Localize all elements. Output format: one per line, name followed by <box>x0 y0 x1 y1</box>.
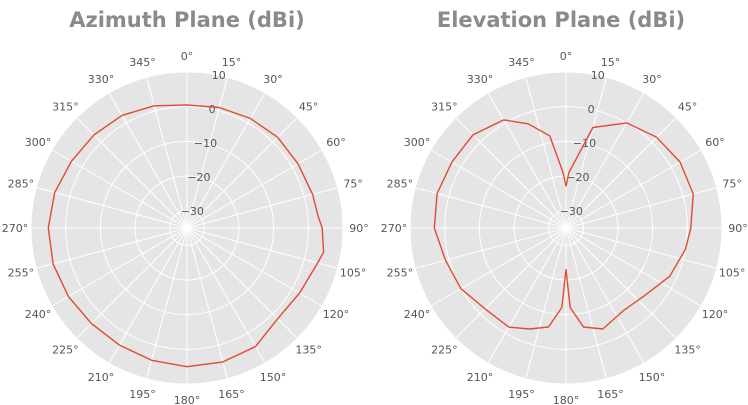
elevation-theta-gridline <box>455 227 567 339</box>
azimuth-theta-tick-label: 180° <box>174 394 201 405</box>
azimuth-theta-tick-label: 300° <box>25 136 52 149</box>
elevation-theta-tick-label: 45° <box>678 100 698 113</box>
elevation-theta-gridline <box>415 187 567 229</box>
azimuth-r-tick-label: −30 <box>181 205 204 218</box>
azimuth-theta-tick-label: 210° <box>88 371 115 384</box>
elevation-theta-tick-label: 285° <box>387 177 414 190</box>
elevation-theta-gridline <box>455 117 567 229</box>
azimuth-r-tick-label: 10 <box>212 69 226 82</box>
azimuth-theta-tick-label: 270° <box>2 222 29 235</box>
elevation-theta-tick-label: 90° <box>728 222 748 235</box>
elevation-theta-tick-label: 0° <box>560 50 573 63</box>
elevation-theta-tick-label: 315° <box>431 100 458 113</box>
elevation-theta-gridline <box>565 227 607 379</box>
elevation-theta-tick-label: 210° <box>467 371 494 384</box>
azimuth-theta-tick-label: 120° <box>323 308 350 321</box>
azimuth-theta-gridline <box>51 149 188 229</box>
azimuth-theta-tick-label: 60° <box>326 136 346 149</box>
elevation-theta-gridline <box>565 77 607 229</box>
elevation-theta-tick-label: 255° <box>387 267 414 280</box>
elevation-r-tick-label: −20 <box>566 171 589 184</box>
azimuth-theta-tick-label: 255° <box>8 267 35 280</box>
elevation-theta-gridline <box>430 227 567 307</box>
elevation-theta-tick-label: 270° <box>381 222 408 235</box>
azimuth-theta-tick-label: 90° <box>349 222 369 235</box>
azimuth-r-tick-label: 0 <box>209 103 216 116</box>
elevation-theta-tick-label: 75° <box>722 177 742 190</box>
elevation-r-tick-label: −30 <box>560 205 583 218</box>
azimuth-theta-gridline <box>51 227 188 307</box>
elevation-theta-gridline <box>487 92 567 229</box>
elevation-r-tick-label: 0 <box>588 103 595 116</box>
elevation-theta-gridline <box>430 149 567 229</box>
azimuth-theta-tick-label: 240° <box>25 308 52 321</box>
azimuth-theta-tick-label: 225° <box>52 344 79 357</box>
elevation-theta-gridline <box>565 117 677 229</box>
elevation-theta-gridline <box>565 149 702 229</box>
elevation-theta-tick-label: 195° <box>508 388 535 401</box>
elevation-theta-gridline <box>565 92 645 229</box>
elevation-theta-tick-label: 60° <box>705 136 725 149</box>
elevation-theta-tick-label: 30° <box>642 73 662 86</box>
azimuth-theta-tick-label: 15° <box>222 56 242 69</box>
azimuth-theta-tick-label: 315° <box>52 100 79 113</box>
azimuth-theta-gridline <box>186 117 298 229</box>
azimuth-theta-gridline <box>76 227 188 339</box>
elevation-theta-gridline <box>565 187 717 229</box>
elevation-theta-tick-label: 165° <box>597 388 624 401</box>
azimuth-theta-gridline <box>186 227 338 269</box>
elevation-theta-tick-label: 225° <box>431 344 458 357</box>
azimuth-theta-tick-label: 345° <box>129 56 156 69</box>
azimuth-theta-tick-label: 0° <box>181 50 194 63</box>
azimuth-theta-tick-label: 30° <box>263 73 283 86</box>
elevation-r-tick-label: 10 <box>591 69 605 82</box>
elevation-theta-gridline <box>565 227 717 269</box>
azimuth-theta-tick-label: 195° <box>129 388 156 401</box>
elevation-chart-title: Elevation Plane (dBi) <box>436 8 686 32</box>
azimuth-theta-tick-label: 135° <box>295 344 322 357</box>
azimuth-theta-tick-label: 285° <box>8 177 35 190</box>
azimuth-theta-gridline <box>186 227 298 339</box>
azimuth-gain-line <box>47 104 325 368</box>
azimuth-r-tick-label: −10 <box>194 137 217 150</box>
elevation-theta-gridline <box>565 227 702 307</box>
azimuth-theta-tick-label: 150° <box>260 371 287 384</box>
elevation-theta-tick-label: 105° <box>719 267 746 280</box>
azimuth-theta-gridline <box>186 77 228 229</box>
azimuth-theta-tick-label: 75° <box>343 177 363 190</box>
azimuth-r-tick-label: −20 <box>187 171 210 184</box>
elevation-theta-tick-label: 150° <box>639 371 666 384</box>
azimuth-theta-gridline <box>108 227 188 364</box>
azimuth-theta-gridline <box>36 187 188 229</box>
elevation-theta-gridline <box>525 77 567 229</box>
azimuth-theta-gridline <box>76 117 188 229</box>
elevation-theta-tick-label: 15° <box>601 56 621 69</box>
azimuth-theta-gridline <box>186 92 266 229</box>
elevation-theta-gridline <box>487 227 567 364</box>
azimuth-theta-gridline <box>36 227 188 269</box>
azimuth-theta-gridline <box>146 77 188 229</box>
azimuth-theta-tick-label: 330° <box>88 73 115 86</box>
azimuth-theta-gridline <box>186 149 323 229</box>
elevation-theta-tick-label: 135° <box>674 344 701 357</box>
elevation-theta-gridline <box>565 227 677 339</box>
azimuth-theta-gridline <box>186 227 266 364</box>
elevation-theta-tick-label: 120° <box>702 308 729 321</box>
azimuth-theta-gridline <box>146 227 188 379</box>
elevation-theta-gridline <box>415 227 567 269</box>
azimuth-theta-gridline <box>186 227 228 379</box>
elevation-theta-tick-label: 345° <box>508 56 535 69</box>
elevation-theta-gridline <box>525 227 567 379</box>
azimuth-theta-tick-label: 45° <box>299 100 319 113</box>
elevation-theta-tick-label: 330° <box>467 73 494 86</box>
elevation-theta-tick-label: 240° <box>404 308 431 321</box>
azimuth-theta-tick-label: 105° <box>340 267 367 280</box>
elevation-theta-gridline <box>565 227 645 364</box>
azimuth-chart-title: Azimuth Plane (dBi) <box>69 8 305 32</box>
elevation-theta-tick-label: 180° <box>553 394 580 405</box>
elevation-theta-tick-label: 300° <box>404 136 431 149</box>
elevation-gain-line <box>433 119 694 330</box>
azimuth-theta-tick-label: 165° <box>218 388 245 401</box>
